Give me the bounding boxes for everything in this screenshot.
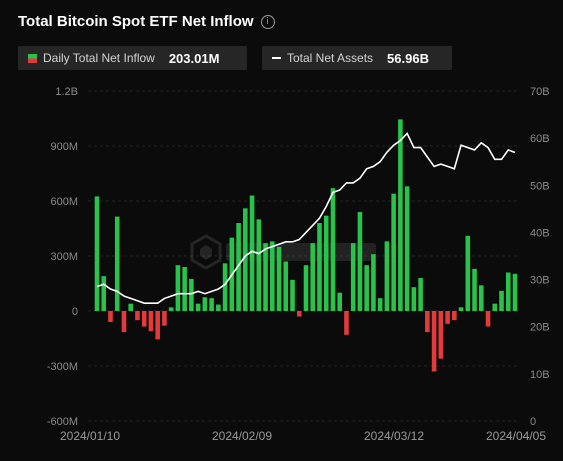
inflow-bar [485,311,491,327]
inflow-bar [263,243,268,311]
legend-inflow-value: 203.01M [168,50,220,66]
legend-total-assets[interactable]: Total Net Assets 56.96B [262,46,452,70]
left-tick-label: 300M [50,251,78,263]
inflow-bar [195,303,201,311]
left-tick-label: 600M [50,196,78,208]
inflow-bar [512,273,518,311]
inflow-bar [141,311,147,327]
inflow-bar [94,196,100,311]
total-net-assets-line [96,132,516,304]
inflow-bar [114,216,120,311]
right-tick-label: 40B [530,227,550,239]
inflow-bar [310,243,316,311]
left-tick-label: 900M [50,141,78,153]
inflow-bar [270,241,275,311]
inflow-bar [337,292,342,311]
left-tick-label: 0 [72,306,78,318]
right-tick-label: 10B [530,369,550,381]
inflow-bar [249,195,255,311]
inflow-bar [323,215,329,311]
inflow-bar [155,311,160,340]
inflow-bar [317,223,322,311]
inflow-bar [458,307,464,311]
inflow-bar [431,311,437,372]
legend-assets-label: Total Net Assets [287,51,374,65]
inflow-bar [350,243,356,311]
inflow-bar [108,311,113,322]
inflow-bar [296,311,302,317]
legend-daily-inflow[interactable]: Daily Total Net Inflow 203.01M [18,46,247,70]
chart-header: Total Bitcoin Spot ETF Net Inflow i [18,13,275,30]
inflow-bar [202,297,208,311]
inflow-bar [438,311,444,359]
x-tick-label: 2024/02/09 [212,429,272,443]
inflow-bar [505,272,511,311]
inflow-bar [377,298,383,311]
inflow-bar [175,265,181,311]
inflow-bar [411,287,417,311]
inflow-bar [148,311,154,332]
inflow-bar [182,267,187,311]
inflow-bar [357,212,363,311]
right-axis-ticks: 70B 60B 50B 40B 30B 20B 10B 0 [530,86,550,428]
inflow-bar [330,188,336,311]
inflow-bar [465,235,471,311]
chart-title: Total Bitcoin Spot ETF Net Inflow [18,13,254,30]
inflow-bar [189,278,194,311]
inflow-bar [499,290,504,311]
left-tick-label: 1.2B [55,86,78,98]
inflow-bar [128,303,133,311]
inflow-bar [479,285,484,311]
inflow-bar [121,311,127,333]
line-swatch-icon [272,57,281,59]
inflow-bar [404,186,410,311]
inflow-bar [371,254,376,311]
inflow-bar [492,303,498,311]
left-tick-label: -300M [47,361,78,373]
right-tick-label: 0 [530,416,536,428]
left-axis-ticks: 1.2B 900M 600M 300M 0 -300M -600M [47,86,78,428]
inflow-bar [398,119,403,311]
inflow-bar [101,276,107,311]
inflow-bar [222,263,228,311]
x-tick-label: 2024/04/05 [486,429,546,443]
inflow-bar [283,261,289,311]
right-tick-label: 20B [530,322,550,334]
right-tick-label: 70B [530,86,550,98]
inflow-swatch-icon [28,53,37,63]
info-circle-icon[interactable]: i [260,14,275,29]
inflow-bar [290,279,295,311]
x-tick-label: 2024/03/12 [364,429,424,443]
inflow-bar [243,208,248,311]
inflow-bar [216,304,221,311]
left-tick-label: -600M [47,416,78,428]
inflow-bar [445,311,450,324]
right-tick-label: 60B [530,133,550,145]
inflow-bar [425,311,430,333]
inflow-bar [472,268,477,311]
inflow-bar [384,241,390,311]
legend-assets-value: 56.96B [387,50,429,66]
inflow-bar [344,311,349,335]
inflow-bar [162,311,167,326]
inflow-bar [452,311,457,321]
inflow-bar [209,298,214,311]
right-tick-label: 50B [530,180,550,192]
x-axis-ticks: 2024/01/10 2024/02/09 2024/03/12 2024/04/05 [60,429,546,443]
inflow-bar [364,265,369,311]
legend-inflow-label: Daily Total Net Inflow [43,51,155,65]
inflow-bar [168,307,174,311]
inflow-bar [418,278,423,311]
inflow-bar [135,311,140,321]
inflow-bar [303,265,309,311]
inflow-bar [276,246,282,311]
right-tick-label: 30B [530,275,550,287]
inflow-bar [391,193,396,311]
x-tick-label: 2024/01/10 [60,429,120,443]
inflow-bar [256,219,262,311]
inflow-bars [94,119,518,372]
inflow-bar [236,223,241,311]
